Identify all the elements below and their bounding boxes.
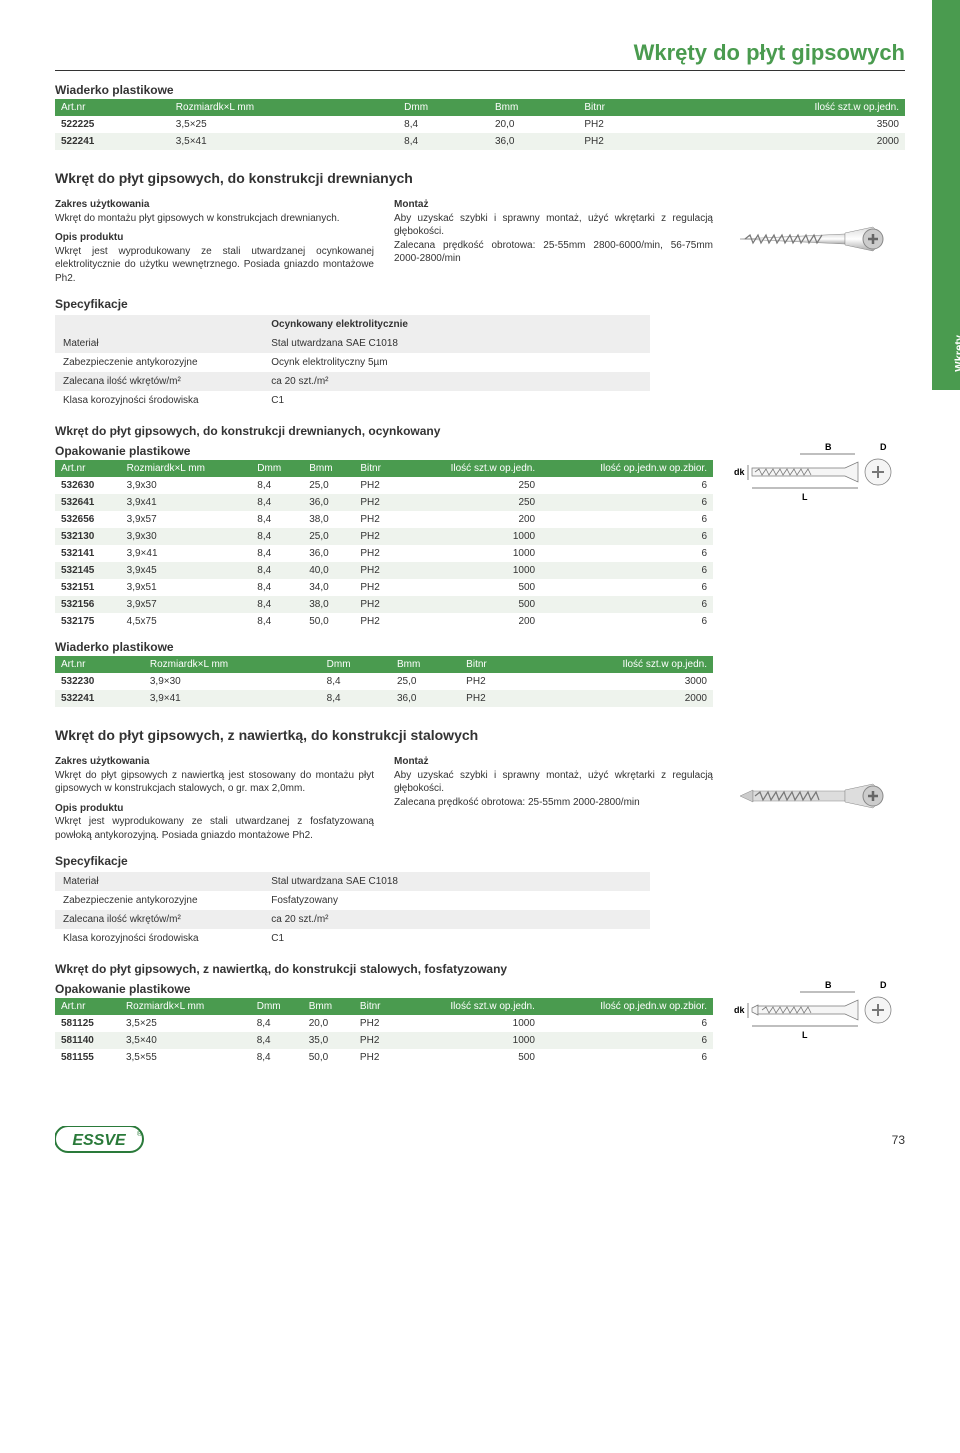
table-row: 5222253,5×258,420,0PH23500 — [55, 116, 905, 133]
spec-row: Zabezpieczenie antykorozyjneOcynk elektr… — [55, 353, 650, 372]
spec-row: Zabezpieczenie antykorozyjneFosfatyzowan… — [55, 891, 650, 910]
svg-text:L: L — [802, 492, 808, 502]
usage-text: Wkręt do montażu płyt gipsowych w konstr… — [55, 212, 374, 226]
product-table: Art.nr Rozmiardk×L mm Dmm Bmm Bitnr Iloś… — [55, 460, 713, 630]
svg-text:L: L — [802, 1030, 808, 1040]
table-row: 5321453,9x458,440,0PH210006 — [55, 562, 713, 579]
usage-head: Zakres użytkowania — [55, 198, 374, 212]
screw-image — [725, 192, 905, 285]
assembly-head: Montaż — [394, 755, 713, 769]
assembly-text-2: Zalecana prędkość obrotowa: 25-55mm 2800… — [394, 239, 713, 266]
table-row: 5321413,9×418,436,0PH210006 — [55, 545, 713, 562]
dimension-diagram: B D dk L — [725, 410, 905, 510]
assembly-text: Aby uzyskać szybki i sprawny montaż, uży… — [394, 212, 713, 239]
package-title: Opakowanie plastikowe — [55, 982, 713, 996]
table-row: 5321754,5x758,450,0PH22006 — [55, 613, 713, 630]
package-title: Wiaderko plastikowe — [55, 83, 905, 97]
svg-text:dk: dk — [734, 1005, 745, 1015]
spec-row: Zalecana ilość wkrętów/m²ca 20 szt./m² — [55, 910, 650, 929]
spec-row: Zalecana ilość wkrętów/m²ca 20 szt./m² — [55, 372, 650, 391]
page-number: 73 — [892, 1133, 905, 1147]
dimension-diagram: B D dk L — [725, 948, 905, 1048]
page-title: Wkręty do płyt gipsowych — [55, 40, 905, 71]
svg-text:D: D — [880, 442, 887, 452]
product-text: Wkręt jest wyprodukowany ze stali utward… — [55, 245, 374, 286]
section-title: Wkręt do płyt gipsowych, do konstrukcji … — [55, 170, 905, 186]
table-row: 5322303,9×308,425,0PH23000 — [55, 673, 713, 690]
assembly-text-2: Zalecana prędkość obrotowa: 25-55mm 2000… — [394, 796, 713, 810]
spec-title: Specyfikacje — [55, 297, 905, 311]
svg-text:®: ® — [137, 1130, 143, 1138]
side-tab-label: Wkręty — [954, 335, 960, 372]
variant-title: Wkręt do płyt gipsowych, do konstrukcji … — [55, 424, 713, 438]
package-title: Opakowanie plastikowe — [55, 444, 713, 458]
table-row: 5811253,5×258,420,0PH210006 — [55, 1015, 713, 1032]
svg-text:ESSVE: ESSVE — [72, 1132, 127, 1149]
product-table: Art.nr Rozmiardk×L mm Dmm Bmm Bitnr Iloś… — [55, 656, 713, 707]
brand-logo: ESSVE ® — [55, 1126, 145, 1154]
table-row: 5321303,9x308,425,0PH210006 — [55, 528, 713, 545]
product-table: Art.nr Rozmiardk×L mm Dmm Bmm Bitnr Iloś… — [55, 998, 713, 1066]
spec-row: Klasa korozyjności środowiskaC1 — [55, 391, 650, 410]
table-row: 5222413,5×418,436,0PH22000 — [55, 133, 905, 150]
assembly-head: Montaż — [394, 198, 713, 212]
usage-head: Zakres użytkowania — [55, 755, 374, 769]
product-head: Opis produktu — [55, 802, 374, 816]
assembly-text: Aby uzyskać szybki i sprawny montaż, uży… — [394, 769, 713, 796]
product-text: Wkręt jest wyprodukowany ze stali utward… — [55, 815, 374, 842]
screw-image — [725, 749, 905, 842]
table-row: 5322413,9×418,436,0PH22000 — [55, 690, 713, 707]
spec-table: Ocynkowany elektrolitycznie MateriałStal… — [55, 315, 650, 410]
side-tab: Wkręty — [932, 0, 960, 390]
spec-row: Klasa korozyjności środowiskaC1 — [55, 929, 650, 948]
table-row: 5326413,9x418,436,0PH22506 — [55, 494, 713, 511]
spec-row: MateriałStal utwardzana SAE C1018 — [55, 334, 650, 353]
usage-text: Wkręt do płyt gipsowych z nawiertką jest… — [55, 769, 374, 796]
product-table: Art.nr Rozmiardk×L mm Dmm Bmm Bitnr Iloś… — [55, 99, 905, 150]
svg-text:dk: dk — [734, 467, 745, 477]
package-title: Wiaderko plastikowe — [55, 640, 713, 654]
table-row: 5321563,9x578,438,0PH25006 — [55, 596, 713, 613]
table-row: 5811553,5×558,450,0PH25006 — [55, 1049, 713, 1066]
svg-text:B: B — [825, 442, 832, 452]
variant-title: Wkręt do płyt gipsowych, z nawiertką, do… — [55, 962, 713, 976]
table-row: 5326303,9x308,425,0PH22506 — [55, 477, 713, 494]
section-title: Wkręt do płyt gipsowych, z nawiertką, do… — [55, 727, 905, 743]
svg-text:D: D — [880, 980, 887, 990]
table-row: 5811403,5×408,435,0PH210006 — [55, 1032, 713, 1049]
table-row: 5326563,9x578,438,0PH22006 — [55, 511, 713, 528]
product-head: Opis produktu — [55, 231, 374, 245]
table-row: 5321513,9x518,434,0PH25006 — [55, 579, 713, 596]
spec-table: MateriałStal utwardzana SAE C1018Zabezpi… — [55, 872, 650, 948]
svg-text:B: B — [825, 980, 832, 990]
spec-title: Specyfikacje — [55, 854, 905, 868]
spec-row: MateriałStal utwardzana SAE C1018 — [55, 872, 650, 891]
